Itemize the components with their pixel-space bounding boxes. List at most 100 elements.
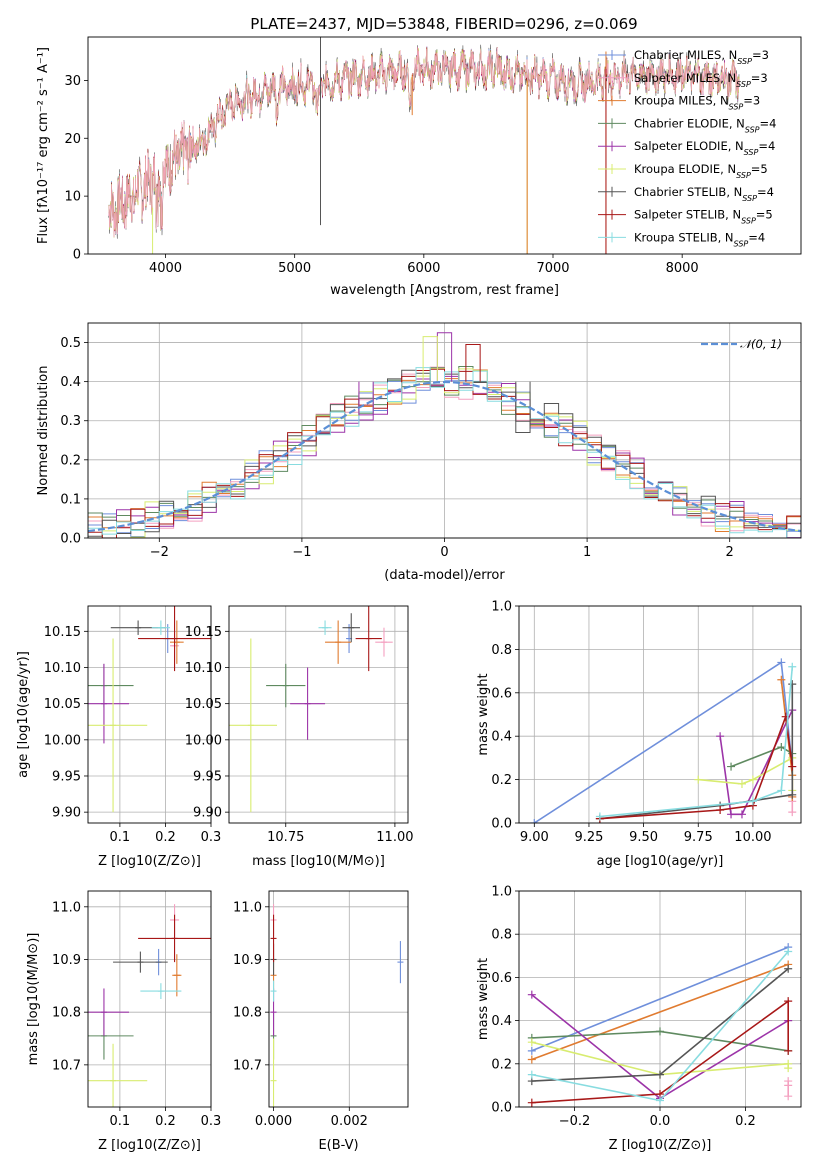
mass-vs-Z-axes: 0.1 0.2 0.3 10.7 10.8 10.9 11.0 <box>52 891 221 1129</box>
residuals-ylabel: Normed distribution <box>36 366 51 496</box>
age-vs-mass-points <box>229 606 393 813</box>
series-marker <box>784 997 793 1006</box>
x-tick-label: 9.75 <box>684 830 713 845</box>
errorbar-chabrier-miles <box>397 941 404 984</box>
series-marker <box>527 1038 536 1047</box>
errorbar-salpeter-elodie <box>88 663 129 744</box>
mass-vs-Z-points <box>88 904 211 1107</box>
errorbar-salpeter-stelib <box>355 606 382 672</box>
series-marker <box>788 790 797 799</box>
errorbar-kroupa-stelib <box>140 983 182 999</box>
series-marker <box>788 808 797 817</box>
errorbar-kroupa-miles <box>325 620 352 664</box>
x-tick-label: 6000 <box>407 261 440 276</box>
x-tick-label: 0.0 <box>650 1114 671 1129</box>
series-marker <box>656 1096 664 1105</box>
y-tick-label: 11.0 <box>233 900 262 915</box>
series-marker <box>656 1027 664 1036</box>
x-tick-label: 8000 <box>666 261 699 276</box>
legend-entry: Kroupa ELODIE, NSSP=5 <box>634 162 768 180</box>
histogram-peak-bar <box>422 336 438 382</box>
y-tick-label: 0 <box>73 248 81 263</box>
x-tick-label: 0.002 <box>331 1114 368 1129</box>
y-tick-label: 10.00 <box>44 733 81 748</box>
errorbar-salpeter-stelib <box>138 914 211 963</box>
x-tick-label: 0.2 <box>735 1114 756 1129</box>
x-tick-label: 1 <box>583 545 591 560</box>
mass-vs-EBV-axes: 0.000 0.002 10.7 10.8 10.9 11.0 <box>233 891 408 1129</box>
y-tick-label: 0.8 <box>491 643 512 658</box>
series-kroupa-miles <box>531 963 789 1061</box>
mass-weight-vs-Z-xlabel: Z [log10(Z/Z⊙)] <box>609 1138 712 1153</box>
series-marker <box>777 658 786 667</box>
series-marker <box>748 775 757 784</box>
mass-weight-vs-Z-lines <box>527 943 793 1107</box>
residuals-frame <box>87 322 802 539</box>
y-tick-label: 1.0 <box>491 600 512 615</box>
series-marker <box>694 775 703 784</box>
mass-vs-Z-ylabel: mass [log10(M/M⊙)] <box>26 933 41 1066</box>
series-marker <box>727 762 736 771</box>
spectrum-lines <box>108 37 740 254</box>
age-vs-Z-xlabel: Z [log10(Z/Z⊙)] <box>98 854 201 869</box>
y-tick-label: 0.6 <box>491 686 512 701</box>
mass-weight-vs-age-axes: 9.00 9.25 9.50 9.75 10.00 0.0 0.2 0.4 0.6 0.8 1.0 <box>491 600 801 845</box>
y-tick-label: 0.2 <box>491 1057 512 1072</box>
x-tick-label: 7000 <box>536 261 569 276</box>
errorbar-kroupa-elodie <box>88 638 148 813</box>
errorbar-kroupa-elodie <box>229 638 278 813</box>
series-marker <box>527 990 536 999</box>
x-tick-label: 0.3 <box>201 830 222 845</box>
y-tick-label: 10.8 <box>233 1006 262 1021</box>
series-salpeter-stelib <box>599 716 794 820</box>
spectrum-axes: 4000 5000 6000 7000 8000 0 10 20 30 <box>64 74 698 276</box>
series-chabrier-miles <box>533 661 794 823</box>
x-tick-label: −0.2 <box>559 1114 591 1129</box>
mass-weight-vs-Z-frame <box>518 890 802 1108</box>
series-marker <box>784 1046 793 1055</box>
mass-weight-vs-age-frame <box>518 605 802 824</box>
series-marker <box>530 819 539 823</box>
legend-entry: Salpeter MILES, NSSP=3 <box>634 71 768 89</box>
errorbar-salpeter-miles <box>375 627 393 657</box>
age-vs-mass-axes: 10.75 11.00 9.90 9.95 10.00 10.05 10.10 10.15 <box>185 606 414 845</box>
errorbar-kroupa-elodie <box>88 1043 148 1107</box>
series-marker <box>784 964 793 973</box>
series-marker <box>784 1081 793 1090</box>
x-tick-label: 10.75 <box>267 830 304 845</box>
errorbar-chabrier-stelib <box>342 613 360 643</box>
series-marker <box>527 1098 536 1107</box>
series-marker <box>784 1092 793 1101</box>
y-tick-label: 0.0 <box>60 532 81 547</box>
errorbar-kroupa-stelib <box>270 980 277 1002</box>
histogram-peak-bar <box>358 381 374 416</box>
x-tick-label: −1 <box>292 545 311 560</box>
legend-entry: Kroupa STELIB, NSSP=4 <box>634 230 765 248</box>
x-tick-label: 5000 <box>278 261 311 276</box>
legend-entry: Salpeter ELODIE, NSSP=4 <box>634 139 775 157</box>
y-tick-label: 0.8 <box>491 928 512 943</box>
y-tick-label: 0.3 <box>60 414 81 429</box>
y-tick-label: 10.15 <box>185 625 222 640</box>
series-marker <box>788 680 797 689</box>
y-tick-label: 10.10 <box>185 661 222 676</box>
y-tick-label: 0.0 <box>491 1101 512 1116</box>
series-marker <box>784 947 793 956</box>
series-marker <box>727 810 736 819</box>
series-marker <box>656 1070 664 1079</box>
x-tick-label: −2 <box>150 545 169 560</box>
y-tick-label: 10.7 <box>233 1058 262 1073</box>
errorbar-salpeter-stelib <box>138 606 211 672</box>
y-tick-label: 10.10 <box>44 661 81 676</box>
series-chabrier-stelib <box>599 684 794 820</box>
y-tick-label: 10.9 <box>233 953 262 968</box>
series-marker <box>527 1055 536 1064</box>
x-tick-label: 0.2 <box>155 1114 176 1129</box>
mass-vs-EBV-xlabel: E(B-V) <box>318 1138 358 1153</box>
y-tick-label: 10.05 <box>44 697 81 712</box>
y-tick-label: 9.95 <box>193 769 222 784</box>
y-tick-label: 10.15 <box>44 625 81 640</box>
series-marker <box>784 1064 793 1073</box>
mass-weight-vs-age-xlabel: age [log10(age/yr)] <box>597 854 724 869</box>
